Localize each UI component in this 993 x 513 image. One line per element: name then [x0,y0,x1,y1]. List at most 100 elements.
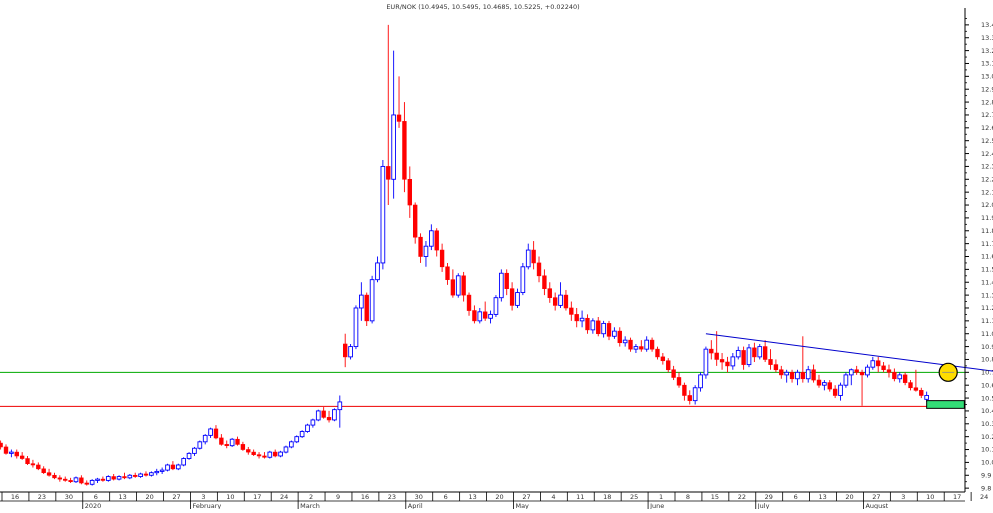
candle-body [805,369,811,380]
candle-down [402,102,407,193]
candle-body [590,320,596,331]
candle-down [908,380,913,391]
candle-body [881,365,886,371]
candle-down [439,243,445,272]
candle-down [725,356,730,373]
x-tick-label: 17 [253,493,261,501]
candle-down [122,472,127,480]
candle-down [396,76,402,128]
candle-down [606,320,612,341]
candle-body [919,390,924,396]
y-tick-label: 11.9 [981,214,993,222]
candle-body [498,272,504,299]
candle-down [461,271,466,302]
y-tick-label: 11.4 [981,278,993,286]
candle-body [353,307,359,348]
candle-down [552,292,558,311]
candle-up [848,368,854,386]
y-tick-label: 11.1 [981,317,993,325]
candle-down [800,336,806,383]
month-label: February [192,502,221,509]
candle-down [111,473,116,481]
candle-body [676,377,682,386]
candle-down [569,301,574,321]
candle-body [412,204,418,238]
candle-body [143,473,149,476]
candle-up [332,408,337,422]
candle-down [36,462,41,471]
candle-down [913,369,919,392]
candle-up [353,305,359,350]
chart-title: EUR/NOK (10.4945, 10.5495, 10.4685, 10.5… [386,3,579,11]
candle-body [741,350,746,365]
candle-down [434,228,439,257]
candle-up [278,450,283,458]
y-tick-label: 11.3 [981,291,993,299]
x-tick-label: 27 [172,493,180,501]
candle-down [789,369,795,383]
x-tick-label: 20 [495,493,503,501]
candle-body [612,330,617,337]
candle-up [870,356,876,370]
candle-body [283,446,289,453]
candle-down [30,459,36,468]
candle-down [655,346,660,360]
candle-up [73,476,79,483]
candle-down [827,380,832,392]
candle-body [95,478,100,481]
candle-up [488,310,493,324]
candle-up [208,427,213,438]
candle-body [542,275,547,289]
candle-body [111,476,116,480]
candle-down [504,269,509,296]
candle-body [730,356,736,367]
candle-down [41,466,46,474]
candle-down [768,349,773,370]
x-tick-label: 4 [551,493,555,501]
candle-body [622,339,628,344]
y-tick-label: 12.8 [981,98,993,106]
candle-up [795,369,800,386]
month-label: May [515,502,529,509]
candle-down [133,472,138,478]
candle-body [154,470,160,474]
candle-body [746,347,752,366]
target-box [926,400,965,409]
x-tick-label: 10 [926,493,934,501]
candle-down [596,316,601,337]
candle-body [364,294,369,322]
y-tick-label: 13.1 [981,60,993,68]
candle-body [429,230,434,247]
y-axis: 9.8 9.9 10.0 10.1 10.2 10.3 10.4 10.5 10.6 10.7 10… [964,8,993,492]
candle-up [746,344,752,368]
candle-down [876,356,881,373]
candle-down [671,365,676,381]
candle-body [461,275,466,296]
y-tick-label: 10.7 [981,369,993,377]
candle-body [105,476,111,481]
candle-up [429,224,434,251]
candle-body [472,310,477,322]
candle-body [240,444,246,450]
candle-up [294,435,300,444]
candle-body [633,346,639,350]
candle-up [202,434,208,445]
x-tick-label: 3 [201,493,205,501]
candle-body [332,409,337,421]
x-tick-label: 6 [444,493,448,501]
candle-body [310,419,316,426]
y-tick-label: 12.0 [981,201,993,209]
x-tick-label: 30 [65,493,73,501]
candle-up [89,479,95,486]
candle-body [816,379,822,386]
candle-down [617,327,622,347]
candle-body [52,474,57,479]
x-tick-label: 20 [145,493,153,501]
candle-up [9,449,14,458]
candle-body [181,458,187,466]
y-tick-label: 12.7 [981,111,993,119]
candle-body [418,236,423,257]
downtrend-line [705,333,993,372]
